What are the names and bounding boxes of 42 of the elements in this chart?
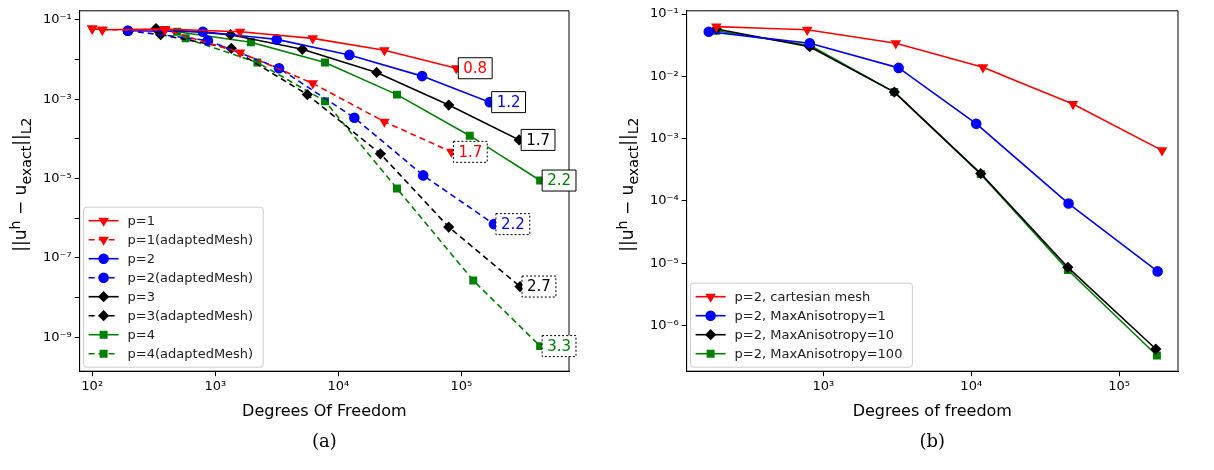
y-tick-label: 10⁻³ <box>42 90 72 106</box>
legend-label: p=2, MaxAnisotropy=100 <box>734 346 903 362</box>
text: (a) <box>310 430 338 451</box>
x-tick-label: 10² <box>81 378 104 394</box>
annotation: 2.2 <box>500 215 525 234</box>
y-tick-label: 10⁻³ <box>649 130 679 146</box>
legend-label: p=1 <box>127 213 156 229</box>
x-tick-label: 10⁴ <box>327 378 350 394</box>
x-tick-label: 10³ <box>812 378 835 394</box>
x-tick-label: 10⁵ <box>450 378 473 394</box>
text: (b) <box>918 430 947 451</box>
y-tick-label: 10⁻² <box>649 67 679 83</box>
x-tick-label: 10⁴ <box>960 378 983 394</box>
y-tick-label: 10⁻⁶ <box>649 316 679 332</box>
x-tick-label: 10⁵ <box>1108 378 1131 394</box>
legend-label: p=2, MaxAnisotropy=10 <box>734 327 895 343</box>
legend-label: p=1(adaptedMesh) <box>127 232 254 248</box>
y-tick-label: 10⁻¹ <box>649 5 679 21</box>
legend-label: p=3(adaptedMesh) <box>127 308 254 324</box>
legend-label: p=3 <box>127 289 156 305</box>
legend-label: p=4 <box>127 327 156 343</box>
y-tick-label: 10⁻⁵ <box>649 254 679 270</box>
x-axis-title: Degrees of freedom <box>852 400 1012 420</box>
x-tick-label: 10³ <box>204 378 227 394</box>
annotation: 3.3 <box>547 337 571 355</box>
y-tick-label: 10⁻⁴ <box>649 192 679 208</box>
legend-label: p=2(adaptedMesh) <box>127 270 254 286</box>
legend-label: p=4(adaptedMesh) <box>127 346 254 362</box>
y-tick-label: 10⁻⁵ <box>42 169 72 185</box>
legend-label: p=2 <box>127 251 156 267</box>
annotation: 2.2 <box>547 171 571 190</box>
annotation: 1.7 <box>526 130 550 149</box>
y-tick-label: 10⁻⁹ <box>42 328 72 344</box>
annotation: 2.7 <box>527 277 551 296</box>
annotation: 0.8 <box>463 59 488 78</box>
x-axis-title: Degrees Of Freedom <box>242 400 407 420</box>
legend-label: p=2, MaxAnisotropy=1 <box>734 308 886 324</box>
annotation: 1.7 <box>458 142 483 161</box>
y-tick-label: 10⁻¹ <box>42 11 72 27</box>
legend-label: p=2, cartesian mesh <box>734 289 871 305</box>
y-tick-label: 10⁻⁷ <box>42 249 72 265</box>
annotation: 1.2 <box>496 93 521 112</box>
